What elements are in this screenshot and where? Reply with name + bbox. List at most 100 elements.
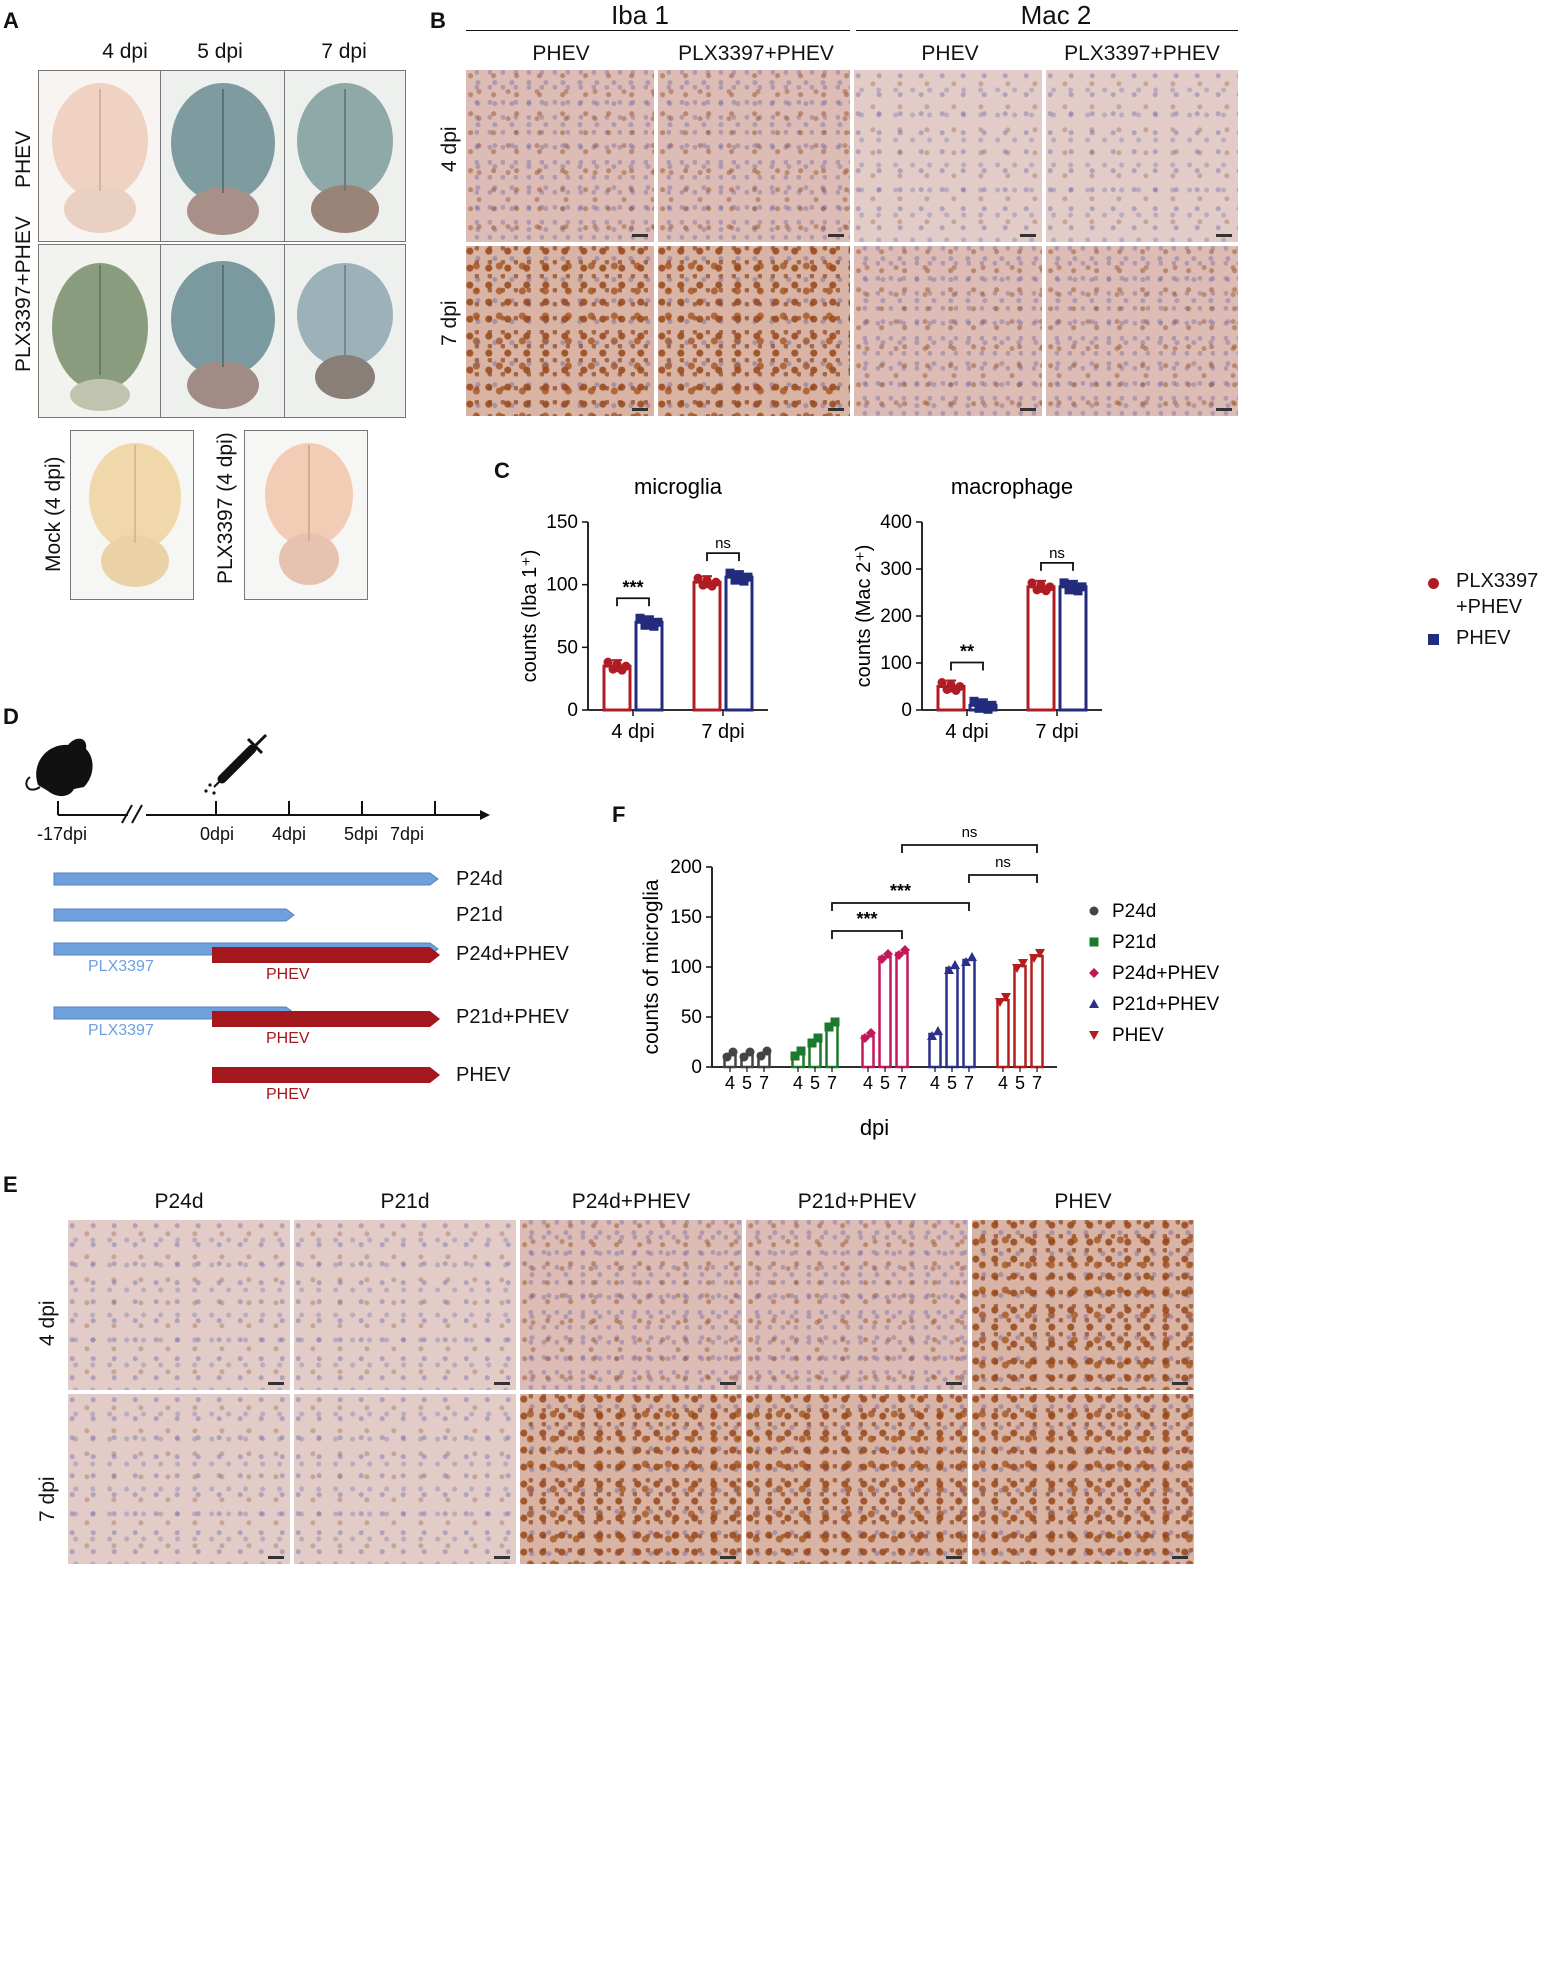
data-point	[739, 1052, 749, 1062]
panel-a-col-label: 5 dpi	[197, 40, 243, 63]
y-tick-label: 200	[670, 857, 702, 878]
significance-bracket	[901, 844, 1038, 853]
micrograph-mac2-plx-phev-4dpi	[1046, 70, 1238, 242]
data-point	[933, 1026, 943, 1035]
x-tick-label: 7	[1032, 1073, 1042, 1093]
data-point	[1036, 580, 1046, 590]
brain-photo-plx-phev-7dpi	[284, 244, 406, 418]
legend-marker	[1089, 999, 1099, 1008]
chart-title: microglia	[634, 474, 723, 499]
panel-e-row-label: 4 dpi	[36, 1300, 59, 1346]
micrograph-mac2-phev-4dpi	[854, 70, 1042, 242]
legend-marker	[1089, 968, 1099, 978]
mock-label: Mock (4 dpi)	[42, 456, 65, 572]
significance-bracket	[706, 552, 740, 562]
micrograph-mac2-plx-phev-7dpi	[1046, 246, 1238, 416]
x-tick-label: 5	[880, 1073, 890, 1093]
data-point	[1018, 959, 1028, 968]
data-point	[725, 568, 735, 578]
significance-bracket	[831, 902, 970, 911]
data-point	[813, 1033, 823, 1043]
y-axis-label: counts (Mac 2⁺)	[853, 545, 875, 688]
significance-label: ns	[995, 854, 1011, 871]
micrograph-iba1-plx-phev-7dpi	[658, 246, 850, 416]
panel-letter-d: D	[3, 704, 19, 729]
significance-label: ns	[715, 535, 731, 552]
data-point	[1077, 582, 1087, 592]
panel-b-col-label: PHEV	[532, 42, 590, 65]
data-point	[730, 575, 740, 585]
data-point	[961, 957, 971, 966]
panel-e-col-label: P21d	[380, 1190, 430, 1213]
panel-e-col-label: P24d+PHEV	[571, 1190, 691, 1213]
x-tick-label: 5	[1015, 1073, 1025, 1093]
data-point	[866, 1028, 876, 1038]
panel-e-row-label: 7 dpi	[36, 1476, 59, 1522]
x-axis-label: dpi	[860, 1115, 889, 1140]
micrograph-p24d-7dpi	[68, 1394, 290, 1564]
data-point	[969, 696, 979, 706]
panel-letter-e: E	[3, 1172, 18, 1197]
data-point	[944, 965, 954, 974]
data-point	[974, 703, 984, 713]
x-tick-label: 4	[725, 1073, 735, 1093]
group-label-mac2: Mac 2	[1020, 0, 1092, 30]
x-tick-label: 7 dpi	[701, 721, 744, 743]
y-tick-label: 50	[557, 637, 578, 658]
sub-label-phev: PHEV	[266, 1086, 310, 1103]
micrograph-iba1-plx-phev-4dpi	[658, 70, 850, 242]
timeline-bar-p24d-phev	[212, 947, 440, 963]
mouse-icon	[25, 738, 93, 797]
x-tick-label: 4 dpi	[945, 721, 988, 743]
x-tick-label: 4	[793, 1073, 803, 1093]
micrograph-p21d-4dpi	[294, 1220, 516, 1390]
data-point	[894, 950, 904, 960]
timeline-bar-label: P24d+PHEV	[456, 943, 569, 965]
significance-bracket	[1040, 561, 1074, 571]
significance-label: ***	[856, 909, 877, 929]
data-point	[702, 575, 712, 585]
timeline-tick-label: 4dpi	[271, 824, 307, 844]
timeline-bar-label: P21d	[456, 904, 503, 926]
micrograph-p21d-phev-4dpi	[746, 1220, 968, 1390]
data-point	[1029, 954, 1039, 963]
panel-e-col-label: P21d+PHEV	[797, 1190, 917, 1213]
legend-label: P24d+PHEV	[1112, 963, 1220, 984]
data-point	[635, 613, 645, 623]
brain-photo-plx-only	[244, 430, 368, 600]
data-point	[987, 700, 997, 710]
timeline-tick-label: -17dpi	[36, 824, 88, 844]
group-label-iba1: Iba 1	[611, 0, 669, 30]
bar	[878, 955, 892, 1069]
x-tick-label: 4 dpi	[611, 721, 654, 743]
bar	[1030, 954, 1044, 1069]
panel-a-row-label: PHEV	[12, 130, 35, 188]
data-point	[711, 577, 721, 587]
data-point	[877, 954, 887, 964]
data-point	[728, 1047, 738, 1057]
chart-title: macrophage	[951, 474, 1073, 499]
timeline-bar-p21d-phev	[212, 1011, 440, 1027]
x-tick-label: 4	[863, 1073, 873, 1093]
brain-photo-phev-4dpi	[38, 70, 162, 242]
plx-label: PLX3397 (4 dpi)	[214, 432, 237, 584]
data-point	[1059, 578, 1069, 588]
data-point	[978, 698, 988, 708]
bar	[996, 998, 1010, 1069]
group-line-iba1	[466, 30, 850, 31]
legend-marker-plx-phev	[1428, 578, 1439, 589]
timeline-bar-p21d	[53, 908, 295, 922]
data-point	[745, 1047, 755, 1057]
y-tick-label: 200	[880, 606, 912, 627]
sub-label-phev: PHEV	[266, 1030, 310, 1047]
panel-b-col-label: PHEV	[921, 42, 979, 65]
data-point	[1001, 993, 1011, 1002]
significance-label: ns	[962, 824, 978, 841]
y-tick-label: 100	[880, 653, 912, 674]
data-point	[653, 617, 663, 627]
data-point	[883, 949, 893, 959]
x-tick-label: 4	[930, 1073, 940, 1093]
panel-b-col-label: PLX3397+PHEV	[678, 42, 834, 65]
data-point	[807, 1038, 817, 1048]
panel-a-col-label: 4 dpi	[102, 40, 148, 63]
